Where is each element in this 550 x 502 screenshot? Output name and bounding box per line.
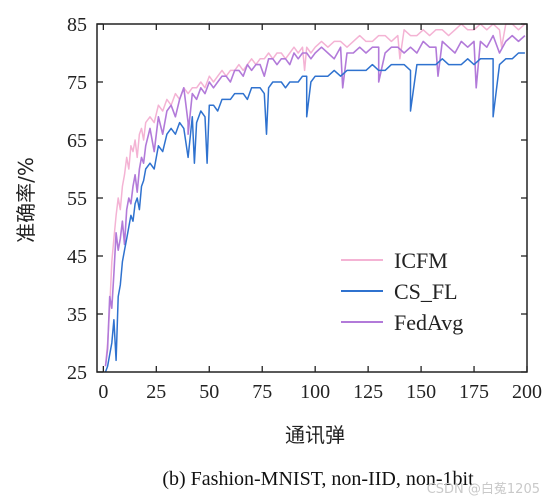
x-tick-label: 200 bbox=[512, 381, 542, 403]
y-tick-label: 45 bbox=[67, 246, 87, 268]
x-tick-label: 25 bbox=[146, 381, 166, 403]
x-tick-label: 175 bbox=[459, 381, 489, 403]
x-tick-label: 100 bbox=[300, 381, 330, 403]
series-line-fedavg bbox=[104, 34, 526, 367]
legend-label: CS_FL bbox=[394, 279, 458, 304]
y-tick-label: 85 bbox=[67, 14, 87, 36]
legend-label: FedAvg bbox=[394, 310, 463, 335]
x-tick-label: 50 bbox=[199, 381, 219, 403]
series-line-cs-fl bbox=[104, 52, 525, 373]
axis-ticks: 0 25 50 75 100 125 150 175 200 25 35 45 55 65 75 85 bbox=[67, 14, 542, 403]
figure-caption: (b) Fashion-MNIST, non-IID, non-1bit bbox=[162, 468, 474, 490]
legend-item-fedavg: FedAvg bbox=[341, 310, 463, 335]
watermark: CSDN @白菟1205 bbox=[427, 481, 540, 497]
legend-item-cs-fl: CS_FL bbox=[341, 279, 458, 304]
y-tick-label: 65 bbox=[67, 130, 87, 152]
y-tick-label: 55 bbox=[67, 188, 87, 210]
x-tick-label: 0 bbox=[98, 381, 108, 403]
y-tick-label: 25 bbox=[67, 362, 87, 384]
x-axis-title: 通讯弹 bbox=[285, 423, 345, 447]
x-tick-label: 75 bbox=[252, 381, 272, 403]
y-axis-title: 准确率/% bbox=[14, 157, 38, 243]
plot-lines bbox=[104, 23, 526, 373]
legend-label: ICFM bbox=[394, 248, 448, 273]
x-tick-label: 150 bbox=[406, 381, 436, 403]
x-tick-label: 125 bbox=[353, 381, 383, 403]
legend: ICFM CS_FL FedAvg bbox=[341, 248, 463, 335]
series-line-icfm bbox=[104, 23, 526, 367]
legend-item-icfm: ICFM bbox=[341, 248, 448, 273]
y-tick-label: 35 bbox=[67, 304, 87, 326]
y-tick-label: 75 bbox=[67, 72, 87, 94]
